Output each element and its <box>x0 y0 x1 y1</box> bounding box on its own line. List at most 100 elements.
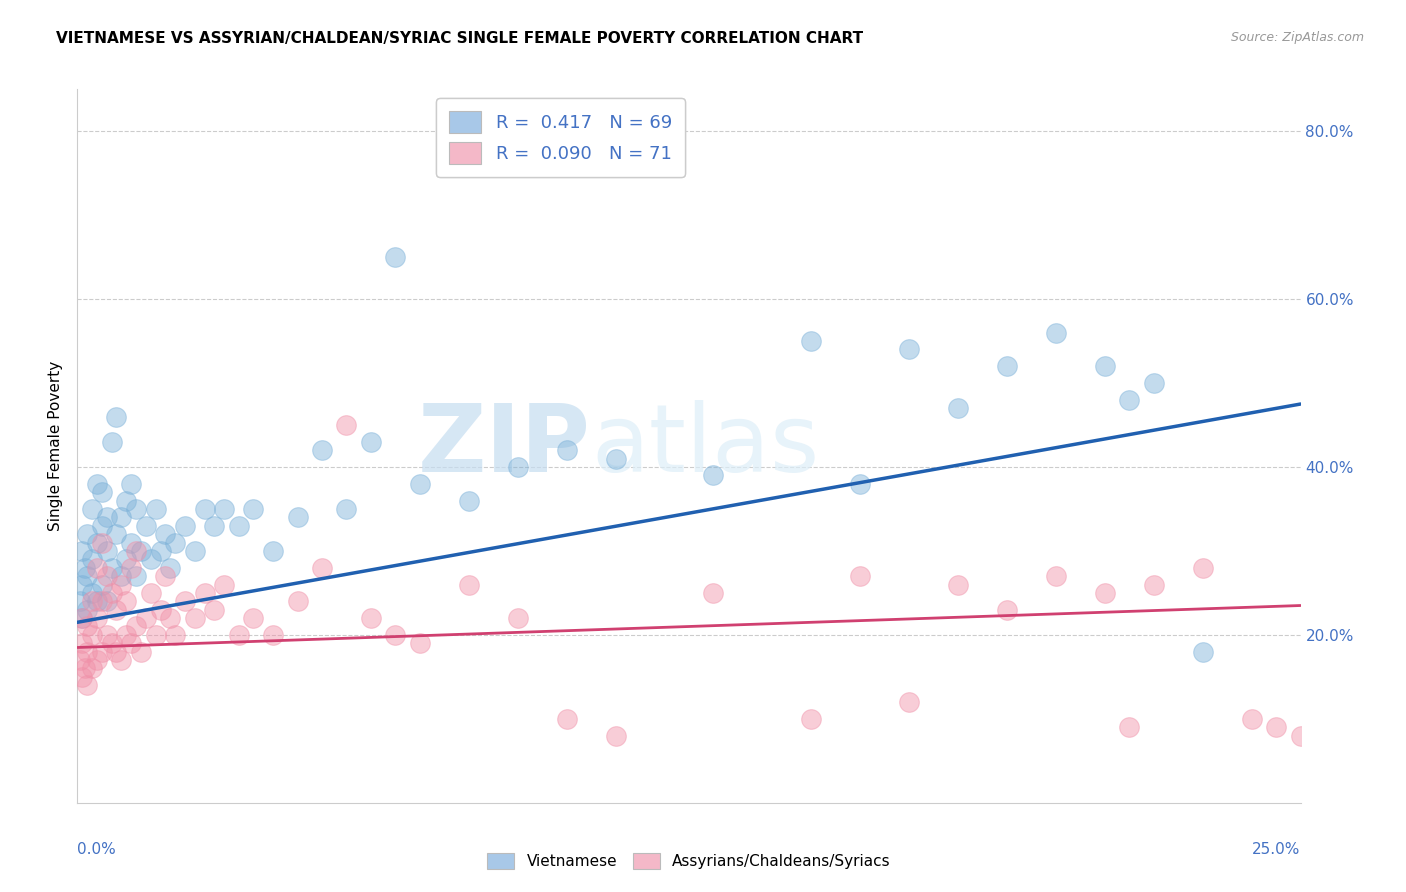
Point <box>995 603 1018 617</box>
Point <box>76 645 98 659</box>
Point <box>212 502 235 516</box>
Point <box>1045 569 1067 583</box>
Point <box>125 569 148 583</box>
Text: Source: ZipAtlas.com: Source: ZipAtlas.com <box>1230 31 1364 45</box>
Point <box>1265 720 1288 734</box>
Point <box>409 636 432 650</box>
Point <box>995 359 1018 374</box>
Point <box>1118 392 1140 407</box>
Point <box>159 611 181 625</box>
Point <box>193 586 215 600</box>
Point <box>86 476 108 491</box>
Point <box>311 443 333 458</box>
Point <box>702 586 724 600</box>
Point <box>202 603 225 617</box>
Point <box>80 628 103 642</box>
Point <box>159 560 181 574</box>
Text: 0.0%: 0.0% <box>77 842 117 857</box>
Point <box>100 434 122 449</box>
Point <box>287 594 309 608</box>
Point <box>898 343 921 357</box>
Point <box>70 611 93 625</box>
Point <box>80 586 103 600</box>
Point <box>80 552 103 566</box>
Point <box>105 527 128 541</box>
Point <box>115 493 138 508</box>
Point <box>105 409 128 424</box>
Point <box>898 695 921 709</box>
Text: VIETNAMESE VS ASSYRIAN/CHALDEAN/SYRIAC SINGLE FEMALE POVERTY CORRELATION CHART: VIETNAMESE VS ASSYRIAN/CHALDEAN/SYRIAC S… <box>56 31 863 46</box>
Text: atlas: atlas <box>591 400 820 492</box>
Point <box>1240 712 1263 726</box>
Point <box>228 518 250 533</box>
Point <box>135 611 157 625</box>
Point <box>800 712 823 726</box>
Y-axis label: Single Female Poverty: Single Female Poverty <box>48 361 63 531</box>
Point <box>262 628 284 642</box>
Point <box>202 518 225 533</box>
Point <box>90 645 112 659</box>
Point <box>105 603 128 617</box>
Point <box>115 594 138 608</box>
Point <box>100 560 122 574</box>
Legend: Vietnamese, Assyrians/Chaldeans/Syriacs: Vietnamese, Assyrians/Chaldeans/Syriacs <box>481 847 897 875</box>
Point <box>1094 359 1116 374</box>
Point <box>76 569 98 583</box>
Text: 25.0%: 25.0% <box>1253 842 1301 857</box>
Point <box>287 510 309 524</box>
Point <box>1191 560 1213 574</box>
Point <box>70 544 93 558</box>
Point <box>129 645 152 659</box>
Point <box>242 611 264 625</box>
Point <box>80 594 103 608</box>
Point <box>946 401 969 416</box>
Point <box>80 502 103 516</box>
Point <box>110 510 132 524</box>
Point <box>155 569 177 583</box>
Point <box>184 544 207 558</box>
Point <box>100 586 122 600</box>
Point <box>125 619 148 633</box>
Point <box>145 502 167 516</box>
Point <box>174 518 197 533</box>
Text: ZIP: ZIP <box>418 400 591 492</box>
Point <box>155 527 177 541</box>
Point <box>360 611 382 625</box>
Point <box>605 451 627 466</box>
Point <box>946 577 969 591</box>
Point <box>115 552 138 566</box>
Point <box>165 628 187 642</box>
Point <box>73 560 96 574</box>
Legend: R =  0.417   N = 69, R =  0.090   N = 71: R = 0.417 N = 69, R = 0.090 N = 71 <box>436 98 685 177</box>
Point <box>96 510 118 524</box>
Point <box>86 653 108 667</box>
Point <box>70 577 93 591</box>
Point <box>80 661 103 675</box>
Point <box>605 729 627 743</box>
Point <box>76 603 98 617</box>
Point <box>1094 586 1116 600</box>
Point <box>90 535 112 549</box>
Point <box>76 619 98 633</box>
Point <box>86 535 108 549</box>
Point <box>149 544 172 558</box>
Point <box>70 636 93 650</box>
Point <box>702 468 724 483</box>
Point <box>90 485 112 500</box>
Point <box>110 653 132 667</box>
Point <box>384 628 406 642</box>
Point <box>335 502 357 516</box>
Point <box>73 661 96 675</box>
Point <box>193 502 215 516</box>
Point <box>149 603 172 617</box>
Point <box>1143 577 1166 591</box>
Point <box>165 535 187 549</box>
Point <box>135 518 157 533</box>
Point <box>457 493 479 508</box>
Point <box>120 636 142 650</box>
Point <box>76 527 98 541</box>
Point <box>849 476 872 491</box>
Point <box>125 544 148 558</box>
Point <box>90 594 112 608</box>
Point <box>129 544 152 558</box>
